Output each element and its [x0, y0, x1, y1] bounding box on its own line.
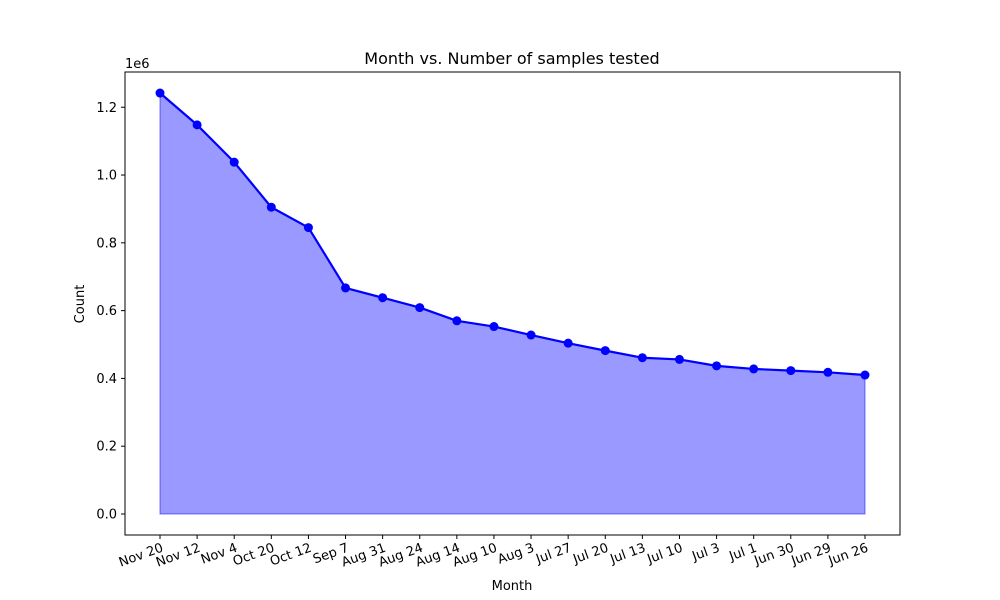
- data-point: [674, 354, 684, 364]
- data-point: [266, 202, 276, 212]
- x-tick-label: Jul 10: [645, 541, 685, 568]
- y-tick-label: 0.8: [96, 236, 117, 251]
- y-tick-label: 0.6: [96, 304, 117, 319]
- plot-area: [155, 88, 870, 515]
- y-tick-label: 0.2: [96, 440, 117, 455]
- series-line: [159, 92, 866, 377]
- data-point: [155, 88, 165, 98]
- y-offset-label: 1e6: [125, 57, 150, 72]
- x-tick-label: Jul 27: [533, 541, 573, 568]
- x-tick-label: Jul 20: [570, 541, 610, 568]
- data-point: [637, 353, 647, 363]
- x-tick-label: Jun 26: [826, 541, 871, 569]
- data-point: [526, 330, 536, 340]
- y-tick-label: 1.2: [96, 101, 117, 116]
- chart-title: Month vs. Number of samples tested: [364, 49, 659, 68]
- data-point: [303, 223, 313, 233]
- x-tick-label: Aug 3: [496, 541, 537, 568]
- data-point: [378, 293, 388, 303]
- data-point: [823, 367, 833, 377]
- data-point: [563, 338, 573, 348]
- y-axis: 0.0 0.2 0.4 0.6 0.8 1.0 1.2: [96, 101, 125, 522]
- y-tick-label: 0.4: [96, 372, 117, 387]
- data-point: [341, 283, 351, 293]
- x-tick-label: Oct 12: [268, 541, 314, 570]
- data-point: [786, 366, 796, 376]
- data-point: [712, 361, 722, 371]
- x-axis-label: Month: [492, 579, 533, 594]
- data-point: [749, 364, 759, 374]
- data-point: [229, 157, 239, 167]
- y-tick-label: 1.0: [96, 169, 117, 184]
- data-point: [192, 120, 202, 130]
- y-axis-label: Count: [73, 285, 88, 324]
- plot-frame: [124, 71, 901, 536]
- data-point: [452, 316, 462, 326]
- y-tick-label: 0.0: [96, 507, 117, 522]
- area-fill: [159, 91, 866, 515]
- x-tick-label: Jul 3: [689, 541, 721, 565]
- data-point: [600, 346, 610, 356]
- x-tick-label: Jul 13: [607, 541, 647, 568]
- data-point: [860, 370, 870, 380]
- data-point: [415, 303, 425, 313]
- data-point: [489, 322, 499, 332]
